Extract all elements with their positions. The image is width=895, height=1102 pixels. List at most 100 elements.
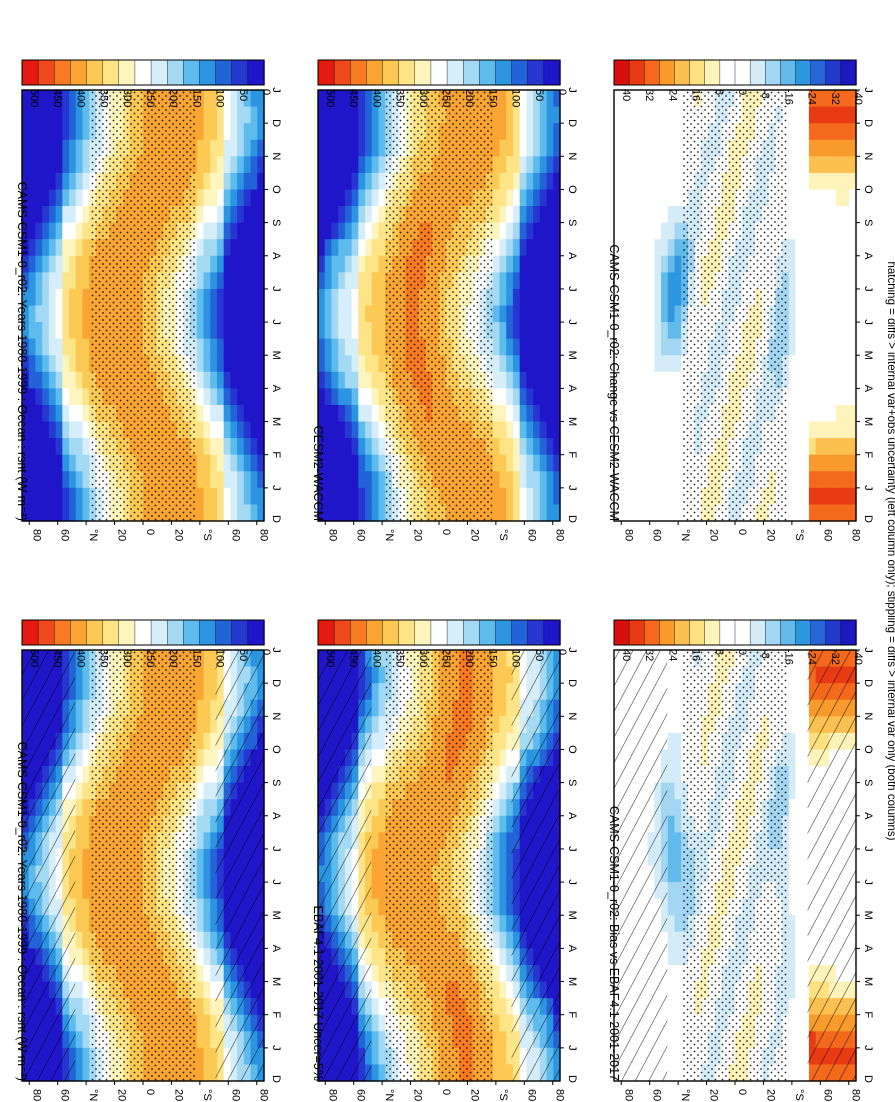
panel-title: CAMS-CSM1-0_r02: Bias vs EBAF4.1 2001-20… [607,806,621,1081]
colorbar-label: 150 [190,649,202,667]
heatmap-cell [519,156,527,174]
month-tick-label: F [566,1011,578,1018]
heatmap-cell [324,288,333,307]
heatmap-cell [82,90,90,108]
heatmap-cell [203,421,211,439]
heatmap-cell [324,156,333,174]
heatmap-cell [553,189,561,207]
heatmap-cell [75,156,84,174]
heatmap-cell [358,355,366,373]
heatmap-cell [62,288,70,307]
hatching-overlay [215,650,264,1081]
heatmap-cell [378,848,386,867]
heatmap-cell [553,421,561,439]
heatmap-cell [62,272,70,290]
heatmap-cell [378,716,386,734]
heatmap-cell [344,471,353,489]
colorbar-label: 350 [98,649,110,667]
heatmap-cell [82,766,90,784]
heatmap-cell [35,222,43,240]
heatmap-cell [351,139,359,157]
heatmap-cell [674,666,682,684]
heatmap-cell [42,222,50,240]
heatmap-cell [371,123,380,141]
heatmap-cell [42,421,50,439]
heatmap-cell [351,239,359,257]
heatmap-cell [371,156,380,174]
heatmap-cell [788,898,797,916]
month-tick-label: S [270,219,282,226]
heatmap-cell [674,1047,682,1066]
heatmap-cell [492,948,501,966]
heatmap-cell [42,139,50,157]
heatmap-cell [42,355,50,373]
lat-tick-label: 0 [440,1089,452,1095]
heatmap-cell [28,487,37,506]
heatmap-cell [55,189,63,207]
heatmap-cell [203,471,211,489]
heatmap-cell [230,239,238,257]
heatmap-cell [674,782,682,800]
heatmap-cell [378,322,386,340]
lat-tick-label: 20 [116,529,128,541]
heatmap-cell [795,799,803,817]
heatmap-cell [788,882,797,900]
heatmap-cell [216,355,225,373]
heatmap-cell [196,832,205,850]
heatmap-cell [546,487,554,506]
heatmap-cell [203,848,211,867]
heatmap-cell [55,404,63,423]
heatmap-cell [203,716,211,734]
heatmap-cell [237,305,245,323]
heatmap-cell [257,255,265,273]
heatmap-cell [371,1031,380,1049]
heatmap-cell [331,305,339,323]
heatmap-cell [371,355,380,373]
heatmap-cell [371,848,380,867]
heatmap-cell [257,123,265,141]
colorbar-swatch [795,619,812,646]
heatmap-cell [230,222,238,240]
heatmap-cell [216,189,225,207]
heatmap-cell [55,454,63,472]
heatmap-cell [75,338,84,356]
heatmap-cell [210,305,218,323]
heatmap-cell [55,255,63,273]
heatmap-cell [48,338,57,356]
heatmap-cell [519,454,527,472]
heatmap-cell [533,189,541,207]
heatmap-cell [512,239,521,257]
heatmap-cell [210,948,218,966]
heatmap-cell [48,322,57,340]
heatmap-cell [243,189,252,207]
heatmap-cell [216,239,225,257]
heatmap-cell [223,421,231,439]
heatmap-cell [203,666,211,684]
heatmap-cell [519,172,527,191]
heatmap-cell [492,716,501,734]
heatmap-cell [82,139,90,157]
heatmap-cell [35,454,43,472]
heatmap-cell [338,487,346,506]
colorbar-label: 250 [144,89,156,107]
heatmap-cell [371,504,380,522]
heatmap-cell [667,666,676,684]
heatmap-cell [378,799,386,817]
heatmap-cell [318,504,326,522]
heatmap-cell [371,421,380,439]
heatmap-cell [243,355,252,373]
heatmap-cell [55,206,63,224]
month-tick-label: S [270,779,282,786]
heatmap-cell [499,305,507,323]
colorbar-swatch [414,619,432,646]
heatmap-cell [539,421,548,439]
heatmap-cell [216,504,225,522]
heatmap-cell [82,504,90,522]
colorbar-frame [613,619,857,646]
heatmap-cell [257,421,265,439]
month-tick-label: J [270,319,282,325]
heatmap-cell [28,106,37,124]
heatmap-cell [216,172,225,191]
heatmap-cell [499,139,507,157]
colorbar-label: 400 [74,649,86,667]
